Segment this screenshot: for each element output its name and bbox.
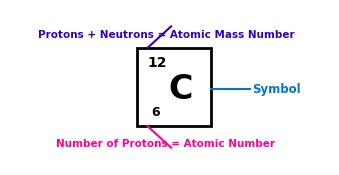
Text: Protons + Neutrons = Atomic Mass Number: Protons + Neutrons = Atomic Mass Number: [38, 30, 294, 40]
Text: 6: 6: [151, 106, 160, 119]
Text: 12: 12: [147, 56, 167, 70]
Text: Symbol: Symbol: [253, 83, 301, 96]
Text: C: C: [169, 73, 193, 106]
Bar: [137, 48, 211, 126]
Text: Number of Protons = Atomic Number: Number of Protons = Atomic Number: [56, 139, 275, 149]
